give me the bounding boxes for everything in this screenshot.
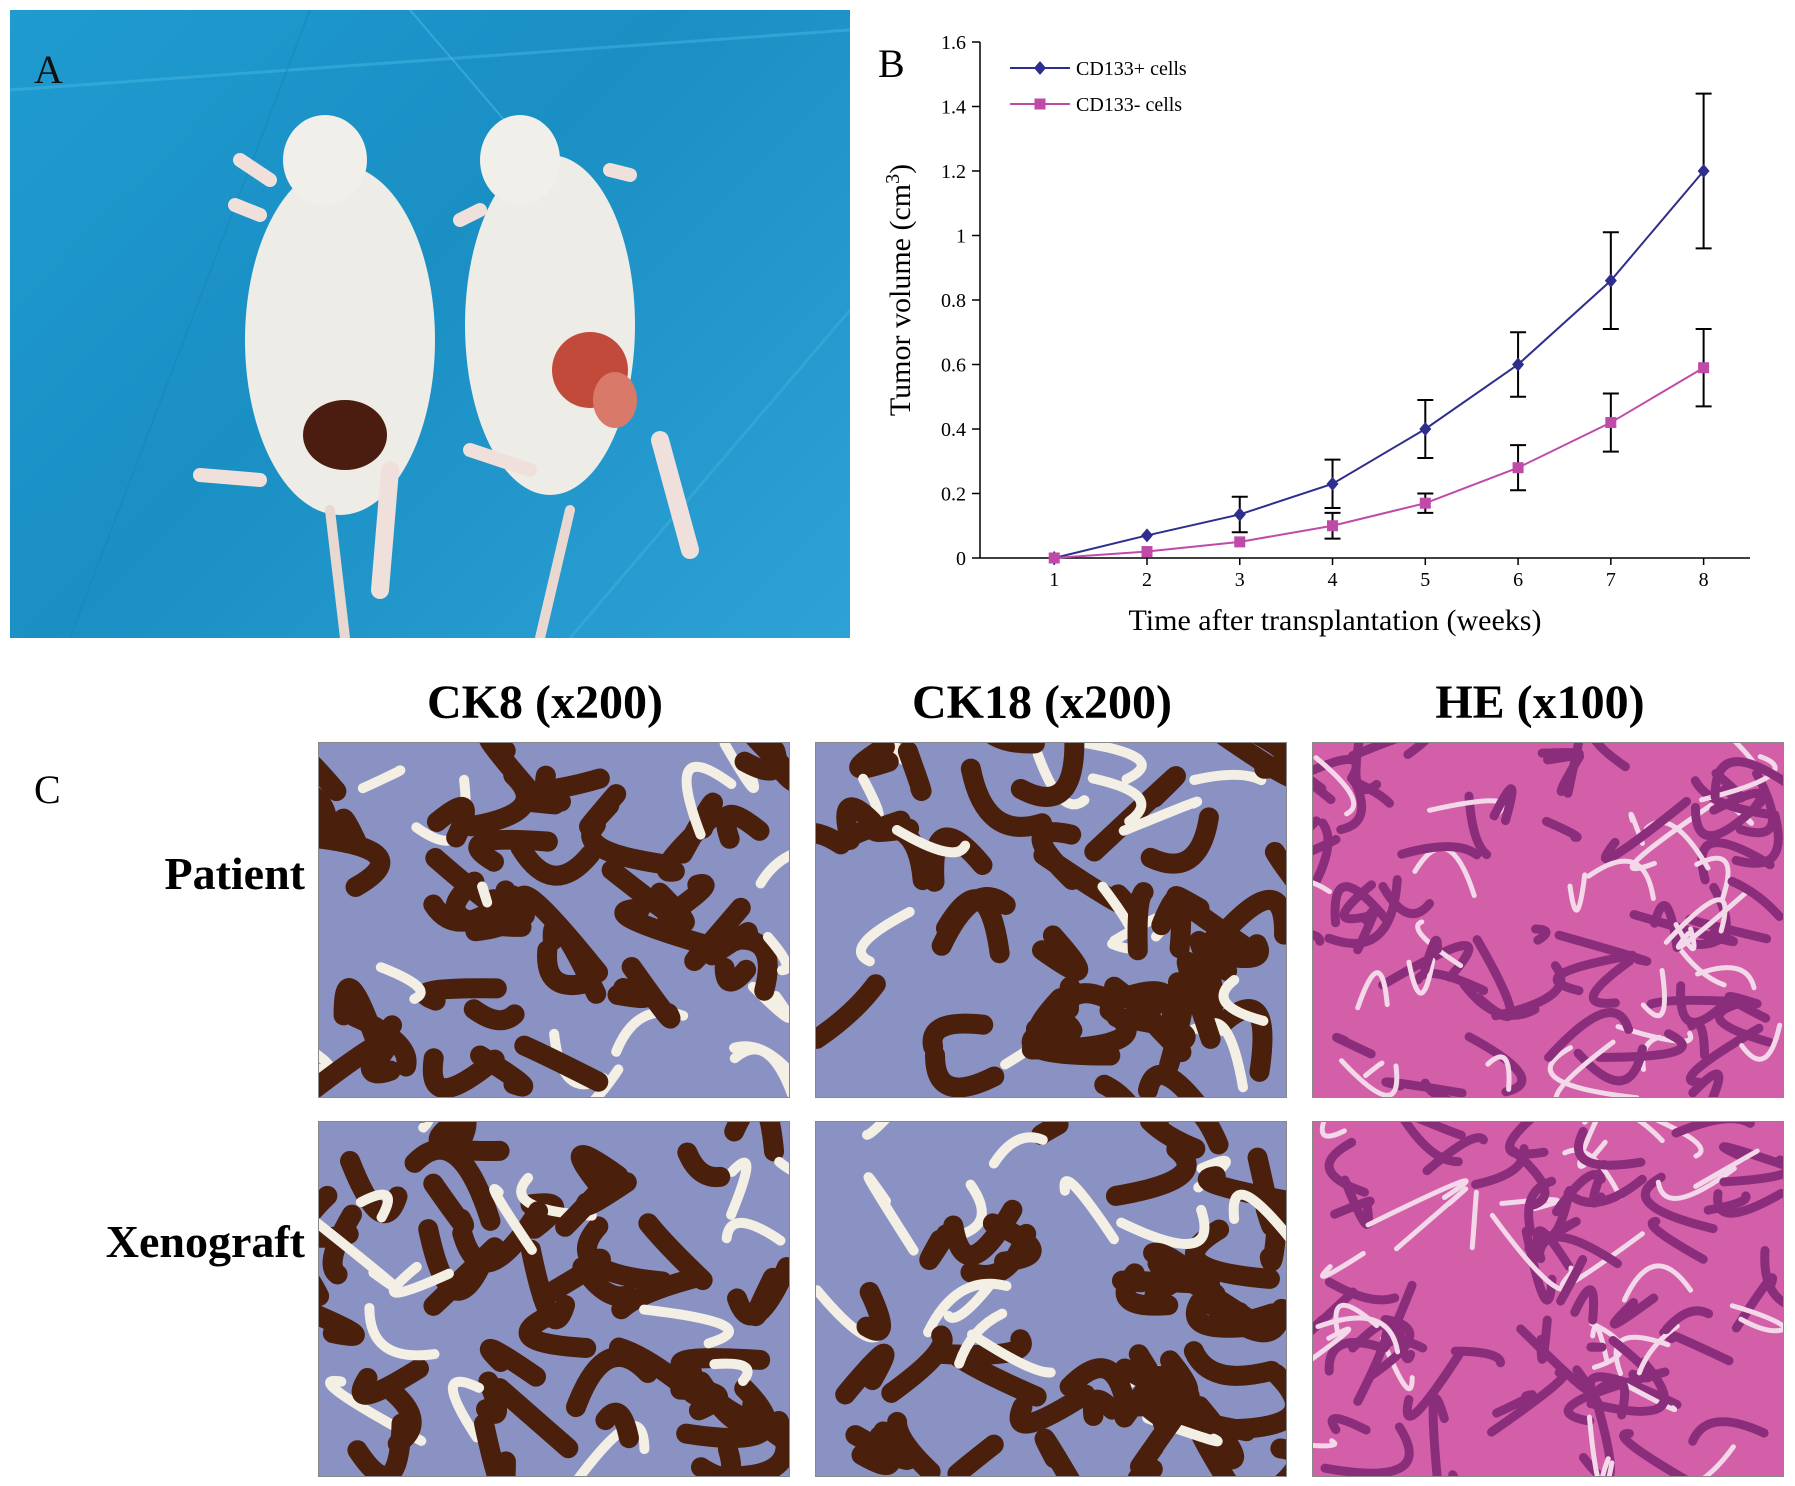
series-line-1	[1053, 170, 1705, 559]
y-tick-label: 0.4	[941, 419, 966, 441]
column-title-ck8: CK8 (x200)	[427, 676, 663, 729]
mice-photo: A	[10, 10, 850, 638]
data-point-plus	[1697, 164, 1710, 178]
data-point-minus	[1327, 520, 1339, 532]
panel-b-label: B	[878, 41, 905, 86]
row-title-xenograft: Xenograft	[105, 1216, 305, 1267]
y-tick-label: 0.2	[941, 484, 966, 506]
data-point-minus	[1605, 417, 1617, 429]
legend-label: CD133+ cells	[1076, 58, 1187, 80]
panel-a-label: A	[34, 47, 63, 92]
tumor-volume-chart: B 0 0.2 0.4 0.6 0.8 1 1.2 1.4 1.6 1 2 3 4 5 6 7 8 Time af…	[870, 20, 1785, 640]
data-point-plus	[1326, 476, 1339, 491]
x-tick-label: 8	[1699, 569, 1709, 591]
y-tick-label: 0.8	[941, 290, 966, 312]
data-point-plus	[1512, 357, 1525, 372]
x-tick-label: 6	[1513, 569, 1523, 591]
legend-marker	[1034, 98, 1046, 110]
y-axis-title: Tumor volume (cm3)	[882, 164, 917, 416]
panel-c-label: C	[34, 767, 61, 812]
mice-illustration	[10, 10, 850, 638]
column-title-ck18: CK18 (x200)	[912, 676, 1172, 729]
y-tick-label: 1.6	[941, 32, 966, 54]
data-point-minus	[1512, 462, 1524, 474]
y-tick-label: 0.6	[941, 355, 966, 377]
data-point-minus	[1419, 497, 1431, 509]
x-axis-title: Time after transplantation (weeks)	[1129, 604, 1542, 637]
series-line-2	[1054, 366, 1705, 559]
data-point-minus	[1048, 552, 1060, 564]
micrograph-patient-ck8	[318, 742, 790, 1098]
right-mouse	[453, 115, 699, 638]
y-tick-label: 1.2	[941, 161, 966, 183]
chart-svg: 0 0.2 0.4 0.6 0.8 1 1.2 1.4 1.6 1 2 3 4 5 6 7 8 Time afte…	[882, 32, 1750, 637]
x-tick-label: 5	[1420, 569, 1430, 591]
row-title-patient: Patient	[164, 848, 305, 899]
x-tick-label: 3	[1235, 569, 1245, 591]
data-point-plus	[1604, 273, 1617, 288]
x-tick-label: 4	[1328, 569, 1338, 591]
y-tick-label: 1.4	[941, 97, 966, 119]
x-tick-label: 2	[1142, 569, 1152, 591]
micrograph-patient-he	[1312, 742, 1784, 1098]
column-title-he: HE (x100)	[1435, 676, 1645, 729]
data-point-minus	[1698, 362, 1710, 374]
y-tick-label: 0	[956, 548, 966, 570]
data-point-minus	[1141, 546, 1153, 558]
micrograph-patient-ck18	[815, 742, 1287, 1098]
data-point-plus	[1140, 528, 1153, 543]
data-point-plus	[1419, 422, 1432, 436]
legend-marker	[1034, 61, 1046, 75]
legend-label: CD133- cells	[1076, 94, 1182, 116]
y-tick-label: 1	[956, 226, 966, 248]
x-tick-label: 1	[1049, 569, 1059, 591]
data-point-plus	[1233, 507, 1246, 522]
micrograph-xenograft-ck18	[815, 1121, 1287, 1477]
data-point-minus	[1234, 536, 1246, 548]
micrograph-xenograft-ck8	[318, 1121, 790, 1477]
left-mouse	[193, 115, 435, 638]
x-tick-label: 7	[1606, 569, 1616, 591]
micrograph-xenograft-he	[1312, 1121, 1784, 1477]
